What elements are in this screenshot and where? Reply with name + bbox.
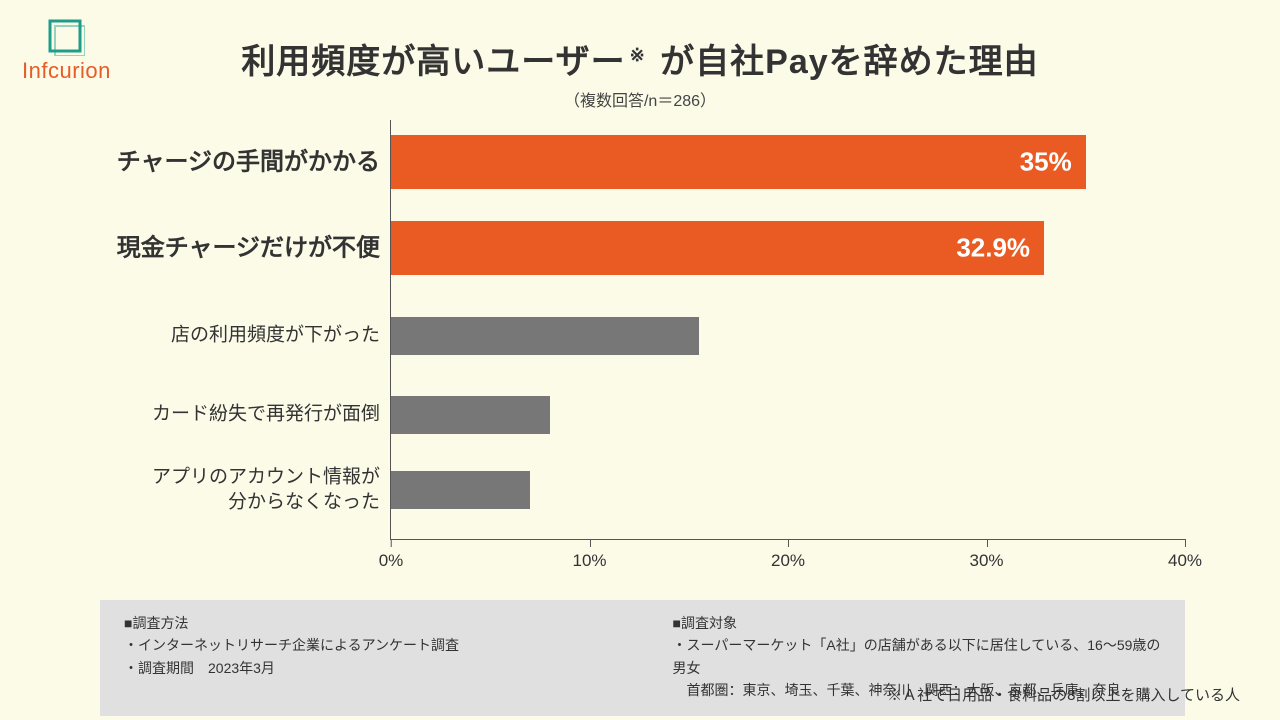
x-axis-tick: 40% bbox=[1168, 551, 1202, 571]
chart-row: 店の利用頻度が下がった bbox=[391, 317, 1185, 355]
chart-row: アプリのアカウント情報が分からなくなった bbox=[391, 471, 1185, 509]
survey-method-head: ■調査方法 bbox=[124, 612, 613, 634]
x-axis-tick: 10% bbox=[572, 551, 606, 571]
bar-value-label: 35% bbox=[1020, 147, 1072, 178]
bar-label: カード紛失で再発行が面倒 bbox=[60, 403, 380, 428]
survey-target-line: ・スーパーマーケット「A社」の店舗がある以下に居住している、16～59歳の男女 bbox=[673, 634, 1162, 679]
survey-target-head: ■調査対象 bbox=[673, 612, 1162, 634]
footnote: ※Ａ社で日用品・食料品の8割以上を購入している人 bbox=[887, 684, 1240, 705]
bar-label: チャージの手間がかかる bbox=[60, 146, 380, 177]
bar bbox=[391, 471, 530, 509]
bar: 32.9% bbox=[391, 221, 1044, 275]
x-axis-tick: 20% bbox=[771, 551, 805, 571]
chart-plot-area: 0%10%20%30%40%チャージの手間がかかる35%現金チャージだけが不便3… bbox=[390, 120, 1185, 540]
bar-label: 現金チャージだけが不便 bbox=[60, 232, 380, 263]
title-note-mark: ※ bbox=[630, 45, 646, 65]
survey-method-line: ・調査期間 2023年3月 bbox=[124, 657, 613, 679]
bar-label: 店の利用頻度が下がった bbox=[60, 324, 380, 349]
page-subtitle: （複数回答/n＝286） bbox=[0, 87, 1280, 111]
x-axis-tick: 0% bbox=[379, 551, 404, 571]
bar bbox=[391, 317, 699, 355]
page-title: 利用頻度が高いユーザー※ が自社Payを辞めた理由 bbox=[0, 34, 1280, 83]
chart-row: カード紛失で再発行が面倒 bbox=[391, 396, 1185, 434]
bar-value-label: 32.9% bbox=[956, 233, 1030, 264]
x-axis-tick: 30% bbox=[969, 551, 1003, 571]
chart-row: 現金チャージだけが不便32.9% bbox=[391, 221, 1185, 275]
chart-row: チャージの手間がかかる35% bbox=[391, 135, 1185, 189]
survey-method-col: ■調査方法 ・インターネットリサーチ企業によるアンケート調査 ・調査期間 202… bbox=[124, 612, 613, 702]
title-block: 利用頻度が高いユーザー※ が自社Payを辞めた理由 （複数回答/n＝286） bbox=[0, 34, 1280, 111]
bar-chart: 0%10%20%30%40%チャージの手間がかかる35%現金チャージだけが不便3… bbox=[60, 120, 1220, 580]
bar bbox=[391, 396, 550, 434]
bar-label: アプリのアカウント情報が分からなくなった bbox=[60, 465, 380, 514]
title-pre: 利用頻度が高いユーザー bbox=[241, 43, 625, 81]
survey-method-line: ・インターネットリサーチ企業によるアンケート調査 bbox=[124, 634, 613, 656]
title-post: が自社Payを辞めた理由 bbox=[650, 43, 1039, 81]
bar: 35% bbox=[391, 135, 1086, 189]
